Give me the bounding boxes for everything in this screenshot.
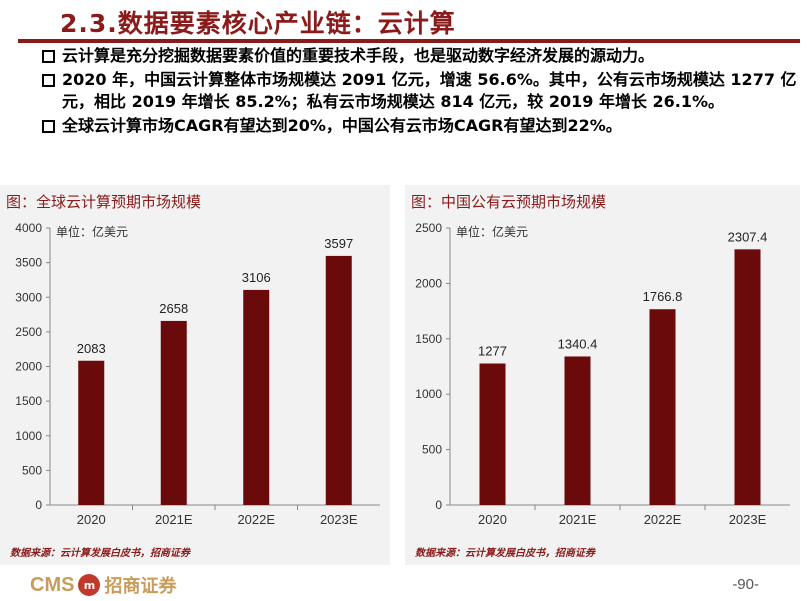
y-tick-label: 2500 [15, 325, 42, 339]
data-label: 3597 [324, 236, 353, 251]
y-tick-label: 500 [422, 443, 442, 457]
chart-caption: 图：全球云计算预期市场规模 [6, 193, 202, 211]
bullet-text: 2020 年，中国云计算整体市场规模达 2091 亿元，增速 56.6%。其中，… [62, 70, 797, 111]
data-label: 3106 [242, 270, 271, 285]
checkbox-bullet-icon [42, 120, 55, 133]
checkbox-bullet-icon [42, 74, 55, 87]
x-tick-label: 2021E [559, 512, 597, 527]
unit-label: 单位：亿美元 [56, 224, 128, 239]
page-title: 2.3.数据要素核心产业链：云计算 [60, 9, 456, 38]
chart-china-svg: 0 500 1000 1500 2000 2500 单位：亿美元 1277 2020 1340.4… [415, 221, 790, 527]
data-label: 1277 [478, 344, 507, 359]
bar [243, 289, 270, 505]
chart-caption: 图：中国公有云预期市场规模 [411, 193, 607, 211]
y-tick-label: 3000 [15, 290, 42, 304]
bar [325, 255, 352, 505]
y-tick-label: 3500 [15, 256, 42, 270]
y-tick-label: 0 [435, 498, 442, 512]
x-tick-label: 2022E [644, 512, 682, 527]
data-label: 2083 [77, 341, 106, 356]
title-divider [18, 39, 800, 43]
bullet-list: 云计算是充分挖掘数据要素价值的重要技术手段，也是驱动数字经济发展的源动力。 20… [38, 43, 798, 137]
data-label: 1766.8 [643, 289, 683, 304]
y-tick-label: 4000 [15, 221, 42, 235]
bullet-item: 2020 年，中国云计算整体市场规模达 2091 亿元，增速 56.6%。其中，… [38, 69, 798, 113]
x-tick-label: 2023E [729, 512, 767, 527]
bar [78, 360, 105, 505]
y-tick-label: 1500 [415, 332, 442, 346]
chart-source: 数据来源：云计算发展白皮书，招商证券 [415, 548, 595, 559]
bar [649, 309, 676, 505]
y-tick-label: 2500 [415, 221, 442, 235]
y-tick-label: 500 [22, 463, 42, 477]
brand-name: 招商证券 [104, 576, 177, 597]
x-tick-label: 2020 [77, 512, 106, 527]
y-tick-label: 0 [35, 498, 42, 512]
bar [479, 363, 506, 505]
x-tick-label: 2022E [237, 512, 275, 527]
checkbox-bullet-icon [42, 50, 55, 63]
data-label: 2658 [159, 301, 188, 316]
y-tick-label: 1500 [15, 394, 42, 408]
unit-label: 单位：亿美元 [456, 224, 528, 239]
chart-source: 数据来源：云计算发展白皮书，招商证券 [10, 548, 190, 559]
y-tick-label: 2000 [415, 276, 442, 290]
x-tick-label: 2020 [478, 512, 507, 527]
bullet-item: 云计算是充分挖掘数据要素价值的重要技术手段，也是驱动数字经济发展的源动力。 [38, 45, 798, 67]
company-logo: CMS m 招商证券 [30, 572, 176, 598]
y-tick-label: 2000 [15, 360, 42, 374]
bullet-item: 全球云计算市场CAGR有望达到20%，中国公有云市场CAGR有望达到22%。 [38, 115, 798, 137]
logo-text: CMS [30, 573, 75, 596]
bar [734, 249, 761, 505]
bullet-text: 全球云计算市场CAGR有望达到20%，中国公有云市场CAGR有望达到22%。 [62, 116, 622, 135]
data-label: 2307.4 [728, 229, 768, 244]
chart-global-svg: 0 500 1000 1500 2000 2500 3000 3500 4000 单位：亿美元 20… [15, 221, 380, 527]
data-label: 1340.4 [558, 336, 598, 351]
logo-coin-icon: m [78, 574, 101, 596]
x-tick-label: 2023E [320, 512, 358, 527]
chart-panel-china: 图：中国公有云预期市场规模 0 500 1000 1500 2000 2500 单位：亿美元… [405, 185, 800, 565]
bar [564, 356, 591, 505]
bullet-text: 云计算是充分挖掘数据要素价值的重要技术手段，也是驱动数字经济发展的源动力。 [62, 46, 655, 65]
bar [160, 320, 187, 505]
y-tick-label: 1000 [15, 429, 42, 443]
x-tick-label: 2021E [155, 512, 193, 527]
chart-panel-global: 图：全球云计算预期市场规模 0 500 1000 1500 2000 2500 3000 35… [0, 185, 390, 565]
y-tick-label: 1000 [415, 387, 442, 401]
page-number: -90- [732, 576, 759, 593]
